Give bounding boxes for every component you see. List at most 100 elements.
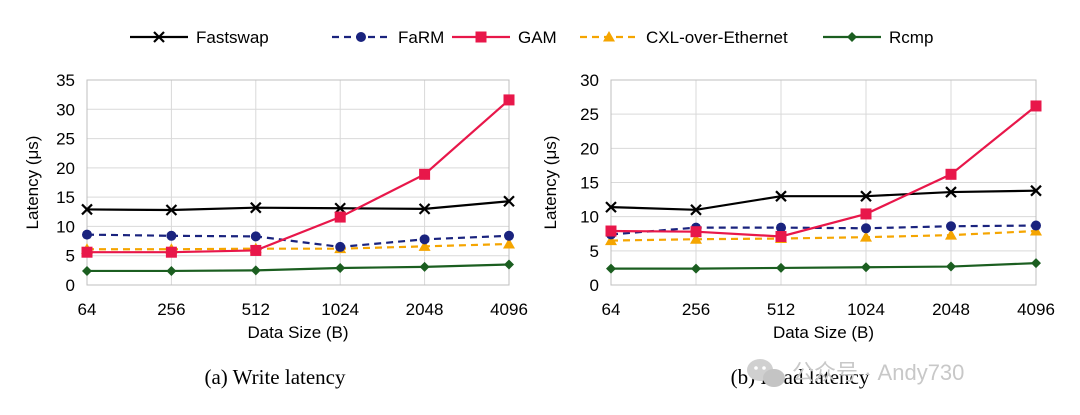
data-point bbox=[81, 203, 93, 216]
series-fastswap bbox=[81, 195, 515, 216]
legend-item-farm: FaRM bbox=[332, 28, 444, 47]
read-latency-chart: 0 5 10 15 20 25 30 64 256 512 1024 2048 4096 Data Siz… bbox=[541, 71, 1055, 342]
x-tick-label: 1024 bbox=[321, 300, 359, 319]
y-tick-label: 15 bbox=[580, 174, 599, 193]
y-tick-label: 0 bbox=[590, 276, 599, 295]
data-point bbox=[82, 265, 92, 276]
data-point bbox=[165, 246, 177, 258]
x-tick-label: 256 bbox=[682, 300, 710, 319]
data-point bbox=[250, 201, 262, 214]
x-tick-label: 4096 bbox=[1017, 300, 1055, 319]
data-point bbox=[946, 261, 956, 272]
data-point bbox=[1030, 184, 1042, 197]
data-point bbox=[504, 259, 514, 270]
write-latency-caption: (a) Write latency bbox=[204, 365, 346, 389]
series-line bbox=[610, 224, 1037, 236]
series-line bbox=[87, 263, 510, 273]
data-point bbox=[166, 230, 177, 241]
x-tick-label: 2048 bbox=[406, 300, 444, 319]
series-rcmp bbox=[606, 258, 1041, 274]
data-point bbox=[605, 225, 617, 237]
series-cxl-over-ethernet bbox=[605, 225, 1042, 246]
y-tick-label: 20 bbox=[56, 159, 75, 178]
data-point bbox=[776, 222, 786, 233]
data-point bbox=[166, 265, 177, 276]
data-point bbox=[419, 168, 431, 180]
data-point bbox=[419, 234, 430, 245]
series-line bbox=[87, 242, 510, 251]
legend-marker-circle bbox=[356, 32, 366, 42]
series-line bbox=[86, 233, 510, 249]
y-tick-label: 15 bbox=[56, 188, 75, 207]
data-point bbox=[1031, 258, 1041, 269]
data-point bbox=[945, 229, 957, 240]
data-point bbox=[860, 208, 872, 220]
legend-label: GAM bbox=[518, 28, 557, 47]
legend-marker-diamond bbox=[847, 32, 857, 42]
y-tick-label: 20 bbox=[580, 139, 599, 158]
data-point bbox=[334, 211, 346, 223]
data-point bbox=[503, 195, 515, 208]
x-tick-label: 4096 bbox=[490, 300, 528, 319]
y-tick-label: 30 bbox=[56, 100, 75, 119]
y-tick-label: 5 bbox=[590, 242, 599, 261]
legend-item-cxl-over-ethernet: CXL-over-Ethernet bbox=[580, 28, 788, 47]
x-tick-label: 1024 bbox=[847, 300, 885, 319]
data-point bbox=[860, 190, 872, 202]
data-point bbox=[775, 230, 787, 242]
legend-item-fastswap: Fastswap bbox=[130, 28, 269, 47]
legend-marker-triangle bbox=[603, 31, 615, 42]
legend-label: FaRM bbox=[398, 28, 444, 47]
x-tick-label: 2048 bbox=[932, 300, 970, 319]
legend-marker-x bbox=[153, 31, 165, 43]
x-axis-label: Data Size (B) bbox=[773, 323, 874, 342]
legend-item-rcmp: Rcmp bbox=[823, 28, 933, 47]
data-point bbox=[335, 263, 346, 274]
data-point bbox=[1031, 220, 1041, 231]
series-line bbox=[87, 99, 510, 254]
data-point bbox=[250, 244, 262, 256]
data-point bbox=[605, 234, 617, 246]
write-latency-chart: 0 5 10 15 20 25 30 35 64 256 512 1024 2048 4096 Data S… bbox=[23, 71, 528, 342]
y-tick-label: 25 bbox=[56, 130, 75, 149]
series-gam bbox=[605, 100, 1042, 242]
data-point bbox=[81, 246, 93, 258]
y-tick-label: 25 bbox=[580, 105, 599, 124]
y-tick-label: 5 bbox=[66, 247, 75, 266]
data-point bbox=[503, 94, 515, 106]
y-tick-label: 0 bbox=[66, 276, 75, 295]
legend-item-gam: GAM bbox=[452, 28, 557, 47]
y-tick-label: 10 bbox=[580, 208, 599, 227]
data-point bbox=[776, 262, 786, 273]
data-point bbox=[945, 168, 957, 180]
series-rcmp bbox=[82, 259, 514, 276]
data-point bbox=[691, 263, 701, 274]
data-point bbox=[250, 231, 261, 242]
series-gam bbox=[81, 94, 515, 258]
data-point bbox=[860, 231, 872, 242]
data-point bbox=[335, 241, 346, 252]
data-point bbox=[82, 229, 92, 240]
y-tick-label: 30 bbox=[580, 71, 599, 90]
data-point bbox=[690, 204, 702, 216]
legend-label: CXL-over-Ethernet bbox=[646, 28, 788, 47]
data-point bbox=[1030, 100, 1042, 112]
x-tick-label: 64 bbox=[602, 300, 621, 319]
data-point bbox=[775, 190, 787, 202]
legend: Fastswap FaRM GAM CXL-over-Ethernet Rcmp bbox=[130, 28, 933, 47]
y-tick-label: 10 bbox=[56, 217, 75, 236]
x-tick-label: 256 bbox=[157, 300, 185, 319]
data-point bbox=[504, 230, 514, 241]
y-tick-label: 35 bbox=[56, 71, 75, 90]
y-axis-label: Latency (μs) bbox=[541, 136, 560, 230]
legend-marker-square bbox=[475, 31, 487, 43]
watermark-text: 公众号 · Andy730 bbox=[792, 360, 964, 385]
x-tick-label: 512 bbox=[242, 300, 270, 319]
data-point bbox=[946, 221, 956, 232]
series-farm bbox=[82, 229, 514, 252]
series-fastswap bbox=[605, 184, 1042, 216]
data-point bbox=[605, 201, 617, 213]
data-point bbox=[418, 240, 431, 251]
data-point bbox=[606, 263, 616, 274]
